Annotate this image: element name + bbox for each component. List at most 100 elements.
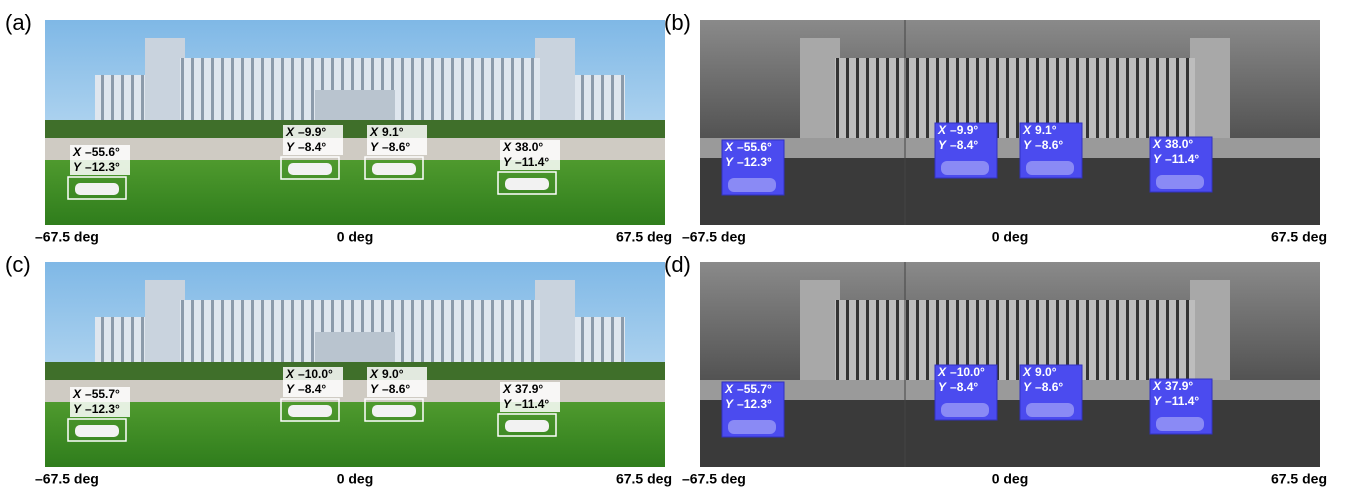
coord-axis: X: [369, 125, 379, 139]
coord-value: 9.0°: [1035, 365, 1057, 379]
coord-axis: X: [72, 145, 82, 159]
coord-value: –10.0°: [950, 365, 985, 379]
building: [835, 300, 1195, 380]
scene-image: [45, 262, 665, 467]
coordinate: X–9.9°: [285, 125, 326, 139]
coord-axis: Y: [73, 160, 82, 174]
coord-axis: Y: [370, 382, 379, 396]
annotation: X–55.7°Y–12.3°: [722, 382, 784, 437]
coordinate: X–9.9°: [937, 123, 978, 137]
coordinate: Y–12.3°: [725, 155, 772, 169]
coord-axis: X: [724, 140, 734, 154]
coord-axis: Y: [938, 380, 947, 394]
coordinate: X37.9°: [1152, 379, 1193, 393]
coord-value: –12.3°: [85, 402, 120, 416]
plaza: [45, 138, 665, 160]
coordinate: Y–11.4°: [1153, 152, 1199, 166]
panel: X–55.7°Y–12.3°X–10.0°Y–8.4°X9.0°Y–8.6°X3…: [45, 262, 665, 467]
coord-value: –10.0°: [298, 367, 333, 381]
panel-label: (d): [664, 252, 691, 277]
coord-axis: X: [502, 140, 512, 154]
panel-label: (b): [664, 10, 691, 35]
coord-value: –8.6°: [1035, 138, 1063, 152]
annotation: X–55.6°Y–12.3°: [722, 140, 784, 195]
coord-value: –12.3°: [737, 397, 772, 411]
coord-axis: X: [369, 367, 379, 381]
building: [835, 58, 1195, 138]
car: [372, 163, 416, 175]
coordinate: Y–12.3°: [73, 160, 120, 174]
coord-axis: Y: [1153, 394, 1162, 408]
car: [75, 183, 119, 195]
coord-axis: Y: [1153, 152, 1162, 166]
coord-axis: X: [502, 382, 512, 396]
car: [1156, 417, 1204, 431]
coord-value: –8.6°: [1035, 380, 1063, 394]
coord-axis: Y: [370, 140, 379, 154]
tower: [800, 280, 840, 380]
coord-axis: Y: [286, 140, 295, 154]
coord-axis: X: [724, 382, 734, 396]
coord-value: –9.9°: [950, 123, 978, 137]
coord-value: 9.0°: [382, 367, 404, 381]
coord-axis: Y: [725, 397, 734, 411]
axis-label: 67.5 deg: [1271, 471, 1327, 487]
coordinate: X–10.0°: [937, 365, 985, 379]
axis-label: 67.5 deg: [616, 229, 672, 245]
axis-label: 67.5 deg: [616, 471, 672, 487]
coord-value: 9.1°: [1035, 123, 1057, 137]
coord-value: –12.3°: [737, 155, 772, 169]
coord-axis: X: [1152, 379, 1162, 393]
coordinate: Y–8.6°: [1023, 138, 1063, 152]
coordinate: Y–8.6°: [1023, 380, 1063, 394]
coord-axis: X: [72, 387, 82, 401]
car: [1156, 175, 1204, 189]
axis-label: 0 deg: [337, 471, 374, 487]
car: [728, 178, 776, 192]
coord-axis: Y: [1023, 380, 1032, 394]
coord-axis: Y: [938, 138, 947, 152]
coord-axis: Y: [725, 155, 734, 169]
axis-label: 67.5 deg: [1271, 229, 1327, 245]
coord-axis: X: [937, 365, 947, 379]
plaza: [45, 380, 665, 402]
coord-value: –8.4°: [298, 140, 326, 154]
coordinate: Y–8.4°: [938, 380, 978, 394]
coord-value: –8.4°: [950, 138, 978, 152]
coord-value: –55.7°: [85, 387, 120, 401]
coordinate: Y–8.4°: [286, 382, 326, 396]
annotation: X–9.9°Y–8.4°: [935, 123, 997, 178]
car: [941, 403, 989, 417]
panel-label: (a): [5, 10, 32, 35]
scene-image: [700, 262, 1320, 467]
plaza: [700, 138, 1320, 158]
coordinate: X–55.7°: [724, 382, 772, 396]
coordinate: Y–11.4°: [503, 397, 549, 411]
coord-axis: X: [937, 123, 947, 137]
coord-axis: Y: [1023, 138, 1032, 152]
car: [288, 163, 332, 175]
coordinate: X–10.0°: [285, 367, 333, 381]
coord-value: 37.9°: [515, 382, 543, 396]
coord-value: –8.4°: [298, 382, 326, 396]
ground: [700, 400, 1320, 467]
coordinate: Y–12.3°: [73, 402, 120, 416]
coord-axis: Y: [503, 155, 512, 169]
coord-axis: Y: [503, 397, 512, 411]
car: [1026, 161, 1074, 175]
coordinate: Y–8.4°: [938, 138, 978, 152]
coord-axis: X: [1022, 365, 1032, 379]
coord-value: –8.6°: [382, 382, 410, 396]
coord-value: 38.0°: [515, 140, 543, 154]
axis-label: –67.5 deg: [35, 471, 99, 487]
car: [505, 420, 549, 432]
coord-axis: Y: [286, 382, 295, 396]
coord-value: –11.4°: [515, 397, 549, 411]
coord-value: –12.3°: [85, 160, 120, 174]
axis-label: –67.5 deg: [682, 229, 746, 245]
